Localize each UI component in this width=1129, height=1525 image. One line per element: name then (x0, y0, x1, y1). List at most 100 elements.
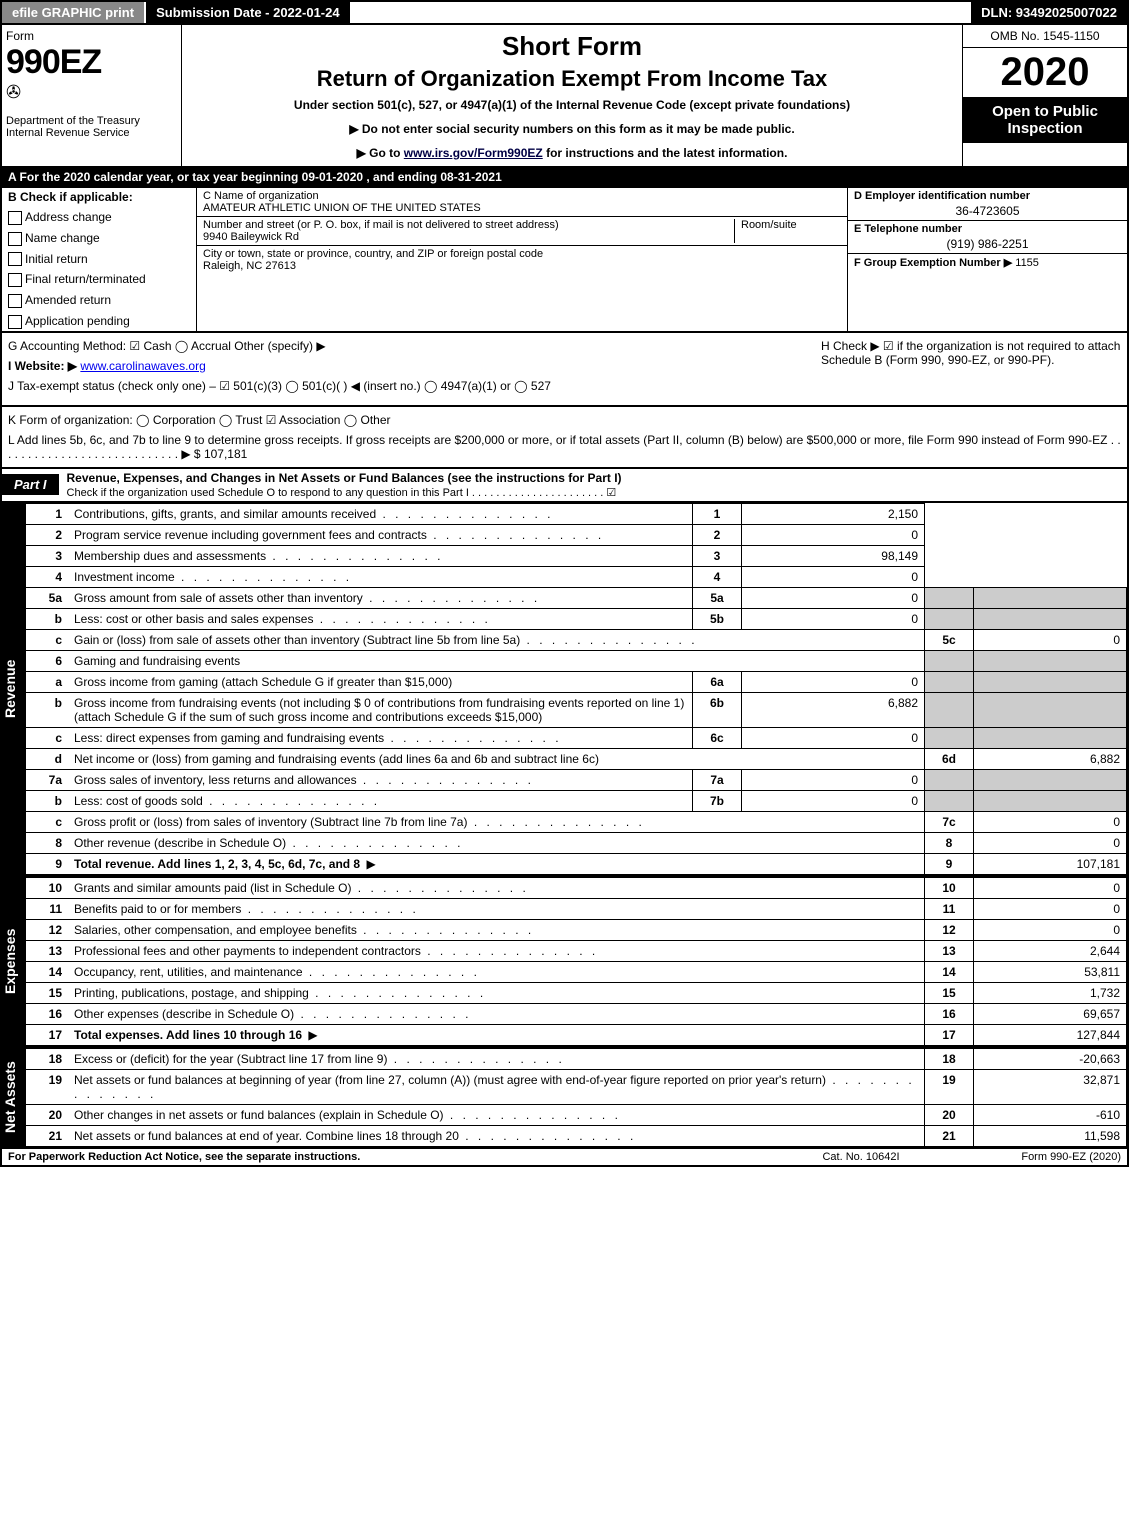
part1-label: Part I (2, 474, 59, 495)
opt-amended-return[interactable]: Amended return (8, 293, 190, 308)
c-name-label: C Name of organization (203, 190, 841, 202)
c-address: Number and street (or P. O. box, if mail… (197, 217, 847, 246)
row-7c: cGross profit or (loss) from sales of in… (26, 811, 1127, 832)
row-20: 20Other changes in net assets or fund ba… (26, 1104, 1127, 1125)
col-de: D Employer identification number 36-4723… (847, 188, 1127, 331)
e-value: (919) 986-2251 (854, 235, 1121, 251)
goto-pre: ▶ Go to (357, 146, 404, 160)
opt-initial-return[interactable]: Initial return (8, 252, 190, 267)
line-k: K Form of organization: ◯ Corporation ◯ … (8, 413, 1121, 427)
header-left: Form 990EZ ✇ Department of the Treasury … (2, 25, 182, 166)
expenses-side-label: Expenses (2, 877, 26, 1046)
i-label: I Website: ▶ (8, 359, 77, 373)
footer-formno: Form 990-EZ (2020) (941, 1151, 1121, 1163)
d-label: D Employer identification number (854, 190, 1030, 202)
expenses-table: Expenses 10Grants and similar amounts pa… (0, 877, 1129, 1048)
d-value: 36-4723605 (854, 202, 1121, 218)
opt-application-pending[interactable]: Application pending (8, 314, 190, 329)
row-19: 19Net assets or fund balances at beginni… (26, 1069, 1127, 1104)
row-14: 14Occupancy, rent, utilities, and mainte… (26, 961, 1127, 982)
c-city-value: Raleigh, NC 27613 (203, 260, 841, 272)
row-15: 15Printing, publications, postage, and s… (26, 982, 1127, 1003)
f-label: F Group Exemption Number ▶ (854, 257, 1012, 269)
submission-date: Submission Date - 2022-01-24 (146, 2, 350, 23)
line-h: H Check ▶ ☑ if the organization is not r… (821, 339, 1121, 367)
warn-ssn: ▶ Do not enter social security numbers o… (188, 122, 956, 136)
netassets-table: Net Assets 18Excess or (deficit) for the… (0, 1048, 1129, 1149)
website-link[interactable]: www.carolinawaves.org (80, 359, 205, 373)
e-label: E Telephone number (854, 223, 962, 235)
warn-goto: ▶ Go to www.irs.gov/Form990EZ for instru… (188, 146, 956, 160)
line-l: L Add lines 5b, 6c, and 7b to line 9 to … (8, 433, 1121, 461)
c-room-label: Room/suite (734, 219, 841, 243)
top-bar: efile GRAPHIC print Submission Date - 20… (0, 0, 1129, 25)
c-name: C Name of organization AMATEUR ATHLETIC … (197, 188, 847, 217)
row-2: 2Program service revenue including gover… (26, 524, 1127, 545)
c-addr-label: Number and street (or P. O. box, if mail… (203, 219, 734, 231)
row-6a: aGross income from gaming (attach Schedu… (26, 671, 1127, 692)
d-ein: D Employer identification number 36-4723… (848, 188, 1127, 221)
opt-address-change[interactable]: Address change (8, 210, 190, 225)
header-center: Short Form Return of Organization Exempt… (182, 25, 962, 166)
subtitle: Under section 501(c), 527, or 4947(a)(1)… (188, 98, 956, 112)
footer-catno: Cat. No. 10642I (781, 1151, 941, 1163)
row-6c: cLess: direct expenses from gaming and f… (26, 727, 1127, 748)
info-block-2: K Form of organization: ◯ Corporation ◯ … (0, 407, 1129, 469)
row-7a: 7aGross sales of inventory, less returns… (26, 769, 1127, 790)
dln: DLN: 93492025007022 (971, 2, 1127, 23)
form-label: Form (6, 29, 177, 43)
tax-year: 2020 (963, 48, 1127, 97)
department: Department of the Treasury (6, 115, 177, 127)
e-phone: E Telephone number (919) 986-2251 (848, 221, 1127, 254)
b-title: B Check if applicable: (8, 190, 133, 204)
revenue-table: Revenue 1Contributions, gifts, grants, a… (0, 503, 1129, 877)
col-b: B Check if applicable: Address change Na… (2, 188, 197, 331)
row-1: 1Contributions, gifts, grants, and simil… (26, 503, 1127, 524)
irs-link[interactable]: www.irs.gov/Form990EZ (404, 146, 543, 160)
form-number: 990EZ (6, 43, 177, 82)
irs: Internal Revenue Service (6, 127, 177, 139)
header-right: OMB No. 1545-1150 2020 Open to Public In… (962, 25, 1127, 166)
line-j: J Tax-exempt status (check only one) – ☑… (8, 379, 1121, 393)
c-name-value: AMATEUR ATHLETIC UNION OF THE UNITED STA… (203, 202, 841, 214)
row-6b: bGross income from fundraising events (n… (26, 692, 1127, 727)
netassets-side-label: Net Assets (2, 1048, 26, 1147)
row-8: 8Other revenue (describe in Schedule O)8… (26, 832, 1127, 853)
row-a-tax-year: A For the 2020 calendar year, or tax yea… (0, 168, 1129, 188)
c-addr-value: 9940 Baileywick Rd (203, 231, 734, 243)
form-header: Form 990EZ ✇ Department of the Treasury … (0, 25, 1129, 168)
row-11: 11Benefits paid to or for members110 (26, 898, 1127, 919)
page-footer: For Paperwork Reduction Act Notice, see … (0, 1149, 1129, 1167)
section-bcdef: B Check if applicable: Address change Na… (0, 188, 1129, 333)
row-16: 16Other expenses (describe in Schedule O… (26, 1003, 1127, 1024)
omb-number: OMB No. 1545-1150 (963, 25, 1127, 48)
c-city: City or town, state or province, country… (197, 246, 847, 274)
row-3: 3Membership dues and assessments398,149 (26, 545, 1127, 566)
opt-name-change[interactable]: Name change (8, 231, 190, 246)
row-12: 12Salaries, other compensation, and empl… (26, 919, 1127, 940)
opt-final-return[interactable]: Final return/terminated (8, 272, 190, 287)
title-short-form: Short Form (188, 31, 956, 62)
part1-title: Revenue, Expenses, and Changes in Net As… (59, 469, 1127, 501)
goto-post: for instructions and the latest informat… (543, 146, 788, 160)
revenue-side-label: Revenue (2, 503, 26, 875)
efile-print-button[interactable]: efile GRAPHIC print (2, 2, 144, 23)
row-9: 9Total revenue. Add lines 1, 2, 3, 4, 5c… (26, 853, 1127, 874)
row-4: 4Investment income40 (26, 566, 1127, 587)
info-block: H Check ▶ ☑ if the organization is not r… (0, 333, 1129, 407)
title-return: Return of Organization Exempt From Incom… (188, 66, 956, 92)
part1-subtitle: Check if the organization used Schedule … (67, 487, 617, 499)
row-18: 18Excess or (deficit) for the year (Subt… (26, 1048, 1127, 1069)
row-5c: cGain or (loss) from sale of assets othe… (26, 629, 1127, 650)
row-6d: dNet income or (loss) from gaming and fu… (26, 748, 1127, 769)
row-10: 10Grants and similar amounts paid (list … (26, 877, 1127, 898)
open-to-public: Open to Public Inspection (963, 97, 1127, 143)
row-13: 13Professional fees and other payments t… (26, 940, 1127, 961)
row-5b: bLess: cost or other basis and sales exp… (26, 608, 1127, 629)
part1-header: Part I Revenue, Expenses, and Changes in… (0, 469, 1129, 503)
footer-left: For Paperwork Reduction Act Notice, see … (8, 1151, 781, 1163)
row-6: 6Gaming and fundraising events (26, 650, 1127, 671)
c-city-label: City or town, state or province, country… (203, 248, 841, 260)
row-17: 17Total expenses. Add lines 10 through 1… (26, 1024, 1127, 1045)
f-group: F Group Exemption Number ▶ 1155 (848, 254, 1127, 271)
